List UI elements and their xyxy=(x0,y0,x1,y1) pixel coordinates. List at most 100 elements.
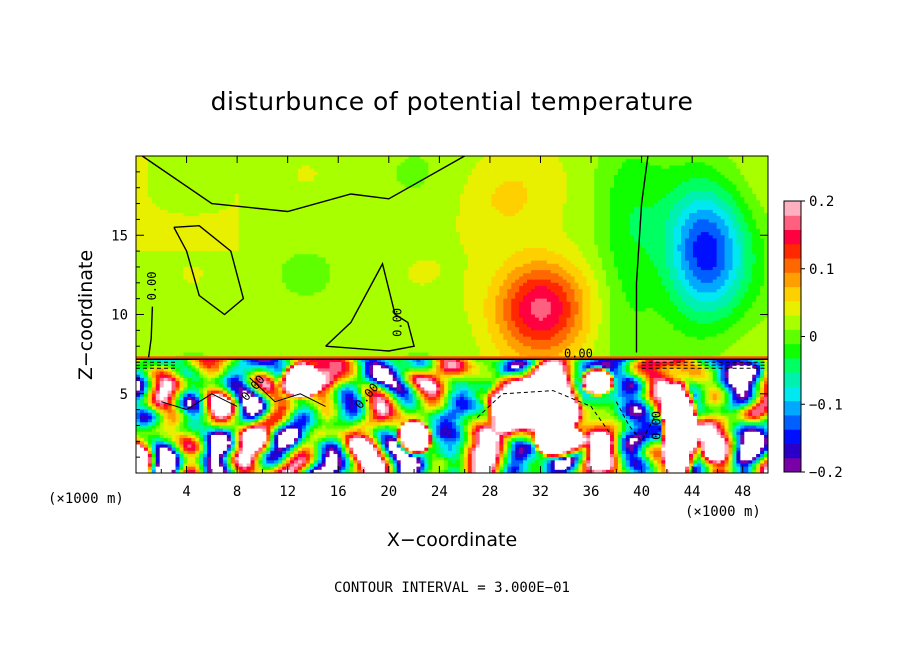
field-cell xyxy=(550,168,556,173)
field-cell xyxy=(475,219,481,224)
field-cell xyxy=(301,181,307,186)
field-cell xyxy=(136,181,141,186)
field-cell xyxy=(542,171,548,176)
field-cell xyxy=(677,194,682,198)
field-cell xyxy=(412,156,418,160)
field-cell xyxy=(582,165,587,170)
field-cell xyxy=(716,197,722,201)
field-cell xyxy=(444,213,449,217)
field-cell xyxy=(191,159,196,163)
field-cell xyxy=(230,175,236,179)
field-cell xyxy=(542,194,548,198)
field-cell xyxy=(736,171,741,176)
field-cell xyxy=(554,219,560,224)
field-cell xyxy=(392,216,398,220)
field-cell xyxy=(444,209,449,214)
field-cell xyxy=(250,162,256,167)
field-cell xyxy=(546,197,552,201)
field-cell xyxy=(274,209,279,214)
field-cell xyxy=(353,162,358,167)
field-cell xyxy=(732,156,737,160)
field-cell xyxy=(495,216,500,220)
field-cell xyxy=(230,194,236,198)
field-cell xyxy=(333,190,339,195)
field-cell xyxy=(207,187,212,192)
field-cell xyxy=(716,203,722,208)
field-cell xyxy=(147,168,153,173)
field-cell xyxy=(452,187,457,192)
field-cell xyxy=(617,219,623,224)
field-cell xyxy=(309,156,315,160)
field-cell xyxy=(653,206,658,211)
field-cell xyxy=(732,187,737,192)
field-cell xyxy=(155,181,161,186)
field-cell xyxy=(499,213,504,217)
field-cell xyxy=(207,159,212,163)
field-cell xyxy=(617,159,623,163)
field-cell xyxy=(337,209,342,214)
field-cell xyxy=(187,181,192,186)
field-cell xyxy=(700,203,706,208)
field-cell xyxy=(345,181,350,186)
field-cell xyxy=(613,203,619,208)
field-cell xyxy=(341,181,346,186)
field-cell xyxy=(230,209,236,214)
field-cell xyxy=(353,165,358,170)
field-cell xyxy=(463,175,469,179)
field-cell xyxy=(230,181,236,186)
field-cell xyxy=(175,187,181,192)
field-cell xyxy=(740,206,745,211)
field-cell xyxy=(155,187,161,192)
field-cell xyxy=(475,168,481,173)
field-cell xyxy=(384,171,390,176)
field-cell xyxy=(661,200,666,205)
field-cell xyxy=(669,194,674,198)
field-cell xyxy=(586,162,591,167)
field-cell xyxy=(143,197,149,201)
field-cell xyxy=(238,168,244,173)
field-cell xyxy=(475,171,481,176)
field-cell xyxy=(373,181,378,186)
field-cell xyxy=(633,162,639,167)
field-cell xyxy=(384,159,390,163)
field-cell xyxy=(649,216,655,220)
field-cell xyxy=(511,171,516,176)
field-cell xyxy=(574,194,579,198)
field-cell xyxy=(696,216,702,220)
field-cell xyxy=(262,181,267,186)
field-cell xyxy=(203,159,208,163)
field-cell xyxy=(566,203,572,208)
field-cell xyxy=(598,175,603,179)
field-cell xyxy=(139,168,145,173)
field-cell xyxy=(594,206,599,211)
field-cell xyxy=(404,219,410,224)
field-cell xyxy=(396,200,402,205)
field-cell xyxy=(294,168,299,173)
field-cell xyxy=(538,156,544,160)
field-cell xyxy=(463,213,469,217)
field-cell xyxy=(167,184,173,189)
field-cell xyxy=(740,184,745,189)
field-cell xyxy=(570,200,576,205)
field-cell xyxy=(349,209,354,214)
field-cell xyxy=(641,190,647,195)
field-cell xyxy=(764,187,768,192)
field-cell xyxy=(317,216,323,220)
field-cell xyxy=(147,190,153,195)
field-cell xyxy=(207,181,212,186)
field-cell xyxy=(325,190,331,195)
field-cell xyxy=(748,165,753,170)
field-cell xyxy=(412,178,418,182)
field-cell xyxy=(301,213,307,217)
field-cell xyxy=(369,197,374,201)
field-cell xyxy=(598,203,603,208)
field-cell xyxy=(523,162,528,167)
field-cell xyxy=(629,171,635,176)
field-cell xyxy=(440,181,445,186)
field-cell xyxy=(665,159,670,163)
field-cell xyxy=(313,219,319,224)
field-cell xyxy=(621,162,627,167)
field-cell xyxy=(301,168,307,173)
field-cell xyxy=(720,165,726,170)
